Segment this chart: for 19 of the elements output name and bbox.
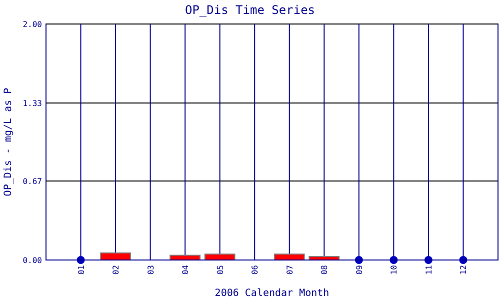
x-tick-label: 05 bbox=[216, 264, 225, 275]
y-tick-label: 0.00 bbox=[22, 256, 42, 265]
x-tick-label: 03 bbox=[146, 264, 156, 275]
y-axis-title: OP_Dis - mg/L as P bbox=[3, 88, 14, 196]
x-tick-label: 06 bbox=[250, 264, 260, 275]
x-tick-label: 10 bbox=[390, 264, 399, 275]
y-tick-label: 2.00 bbox=[22, 20, 42, 29]
x-tick-label: 09 bbox=[354, 264, 364, 275]
x-tick-label: 12 bbox=[459, 264, 468, 275]
x-tick-label: 01 bbox=[76, 264, 86, 275]
y-tick-label: 1.33 bbox=[22, 99, 42, 108]
x-tick-label: 04 bbox=[181, 264, 190, 275]
y-tick-label: 0.67 bbox=[22, 176, 42, 186]
x-axis-title: 2006 Calendar Month bbox=[214, 288, 330, 299]
x-tick-label: 07 bbox=[285, 264, 294, 275]
chart-title: OP_Dis Time Series bbox=[184, 3, 316, 17]
x-tick-label: 02 bbox=[112, 264, 121, 275]
x-tick-label: 11 bbox=[424, 264, 434, 275]
x-tick-label: 08 bbox=[320, 264, 330, 275]
